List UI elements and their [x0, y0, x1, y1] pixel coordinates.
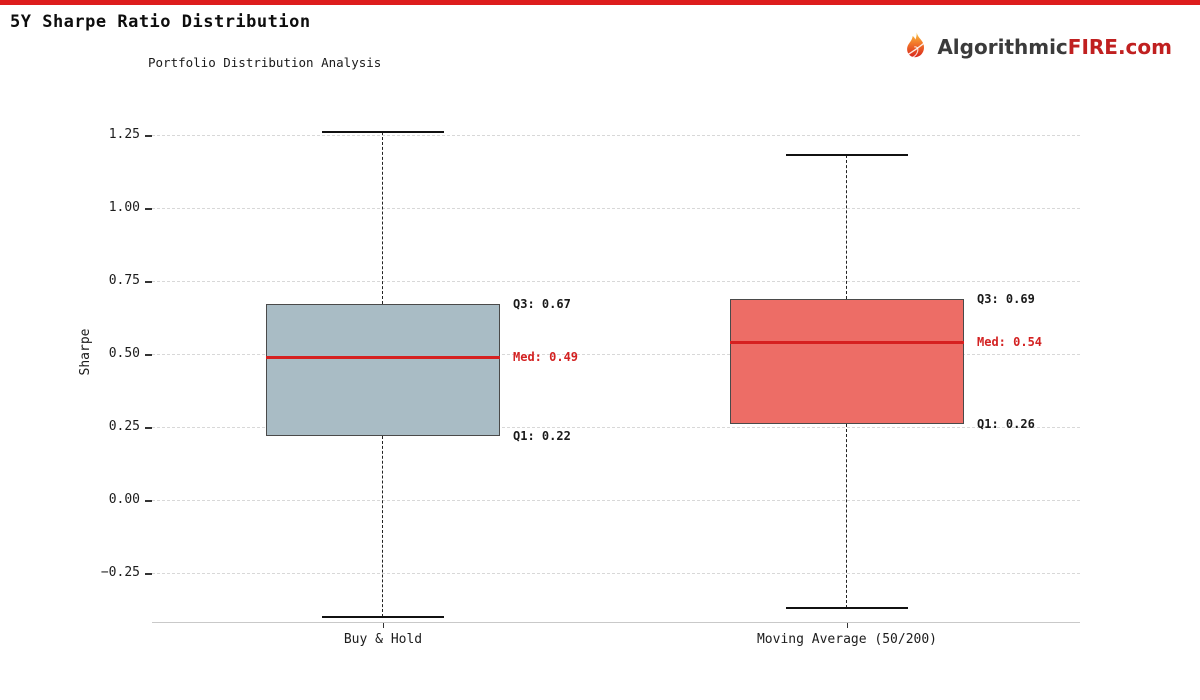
x-category-label: Buy & Hold: [343, 632, 423, 647]
x-category-label: Moving Average (50/200): [756, 632, 937, 647]
y-tick-mark: [145, 135, 152, 137]
whisker-cap-high: [786, 154, 908, 156]
annotation-q3: Q3: 0.67: [513, 297, 571, 311]
whisker-upper: [846, 155, 847, 299]
y-tick-mark: [145, 281, 152, 283]
y-tick-mark: [145, 354, 152, 356]
whisker-lower: [846, 424, 847, 608]
y-tick-label: 0.75: [108, 273, 140, 288]
gridline: [152, 281, 1080, 282]
chart-subtitle: Portfolio Distribution Analysis: [148, 55, 382, 70]
median-line: [266, 356, 500, 359]
gridline: [152, 427, 1080, 428]
brand-name-red: FIRE.com: [1067, 35, 1172, 59]
y-tick-mark: [145, 573, 152, 575]
gridline: [152, 573, 1080, 574]
gridline: [152, 208, 1080, 209]
x-tick-mark: [383, 623, 384, 628]
boxplot-box: [730, 299, 964, 424]
annotation-q1: Q1: 0.22: [513, 429, 571, 443]
y-tick-label: 0.00: [108, 492, 140, 507]
x-axis-line: [152, 622, 1080, 623]
whisker-lower: [382, 436, 383, 617]
page-title: 5Y Sharpe Ratio Distribution: [10, 12, 311, 32]
flame-icon: [901, 31, 932, 64]
gridline: [152, 354, 1080, 355]
y-tick-label: 1.00: [108, 200, 140, 215]
annotation-q3: Q3: 0.69: [977, 292, 1035, 306]
x-tick-mark: [847, 623, 848, 628]
y-tick-label: 0.50: [108, 346, 140, 361]
brand-name-dark: Algorithmic: [937, 35, 1068, 59]
y-tick-mark: [145, 500, 152, 502]
annotation-q1: Q1: 0.26: [977, 417, 1035, 431]
boxplot-box: [266, 304, 500, 436]
gridline: [152, 135, 1080, 136]
y-tick-label: 1.25: [108, 127, 140, 142]
whisker-cap-high: [322, 131, 444, 133]
y-tick-label: 0.25: [108, 419, 140, 434]
whisker-cap-low: [786, 607, 908, 609]
y-tick-mark: [145, 427, 152, 429]
y-tick-mark: [145, 208, 152, 210]
median-line: [730, 341, 964, 344]
y-tick-label: −0.25: [100, 565, 140, 580]
gridline: [152, 500, 1080, 501]
annotation-median: Med: 0.54: [977, 335, 1043, 349]
brand-logo: AlgorithmicFIRE.com: [901, 30, 1172, 64]
whisker-upper: [382, 132, 383, 304]
annotation-median: Med: 0.49: [513, 350, 579, 364]
whisker-cap-low: [322, 616, 444, 618]
top-accent-bar: [0, 0, 1200, 5]
